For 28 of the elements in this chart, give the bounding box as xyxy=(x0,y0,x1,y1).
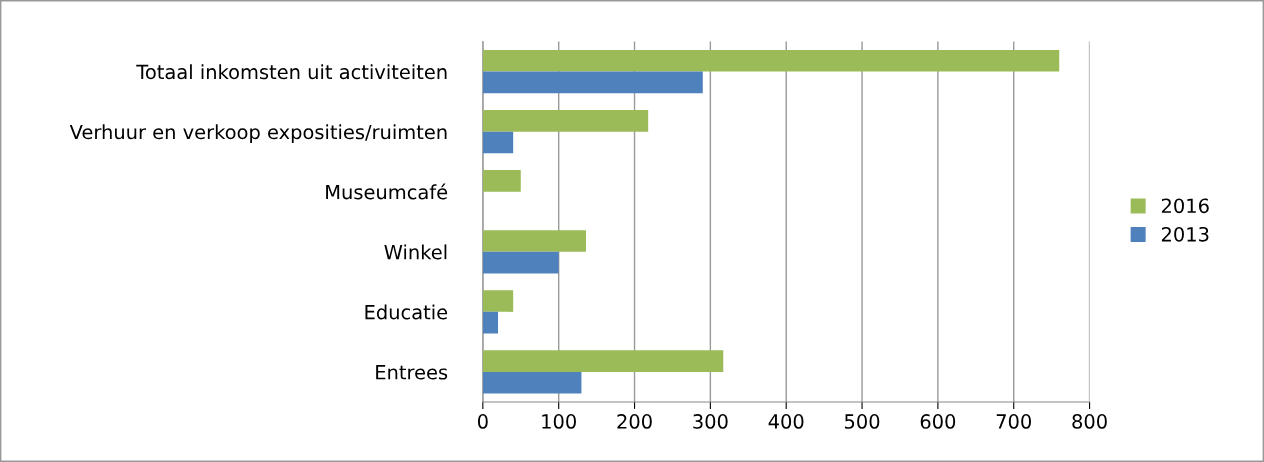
x-tick-label: 400 xyxy=(768,414,804,429)
legend-label: 2013 xyxy=(1161,226,1209,242)
y-tick-label: Verhuur en verkoop exposities/ruimten xyxy=(69,124,447,144)
x-tick-label: 200 xyxy=(617,414,652,429)
y-tick-label: Winkel xyxy=(384,244,447,260)
bar xyxy=(482,131,514,154)
bar xyxy=(482,49,1060,72)
bar xyxy=(482,311,499,334)
bar xyxy=(482,230,586,252)
x-tick-label: 700 xyxy=(996,414,1031,429)
x-tick-label: 600 xyxy=(920,414,956,429)
y-tick-label: Totaal inkomsten uit activiteiten xyxy=(136,64,447,80)
x-tick-label: 100 xyxy=(542,414,576,429)
y-tick-label: Educatie xyxy=(365,304,448,320)
x-tick-label: 0 xyxy=(477,414,488,429)
bar xyxy=(482,350,724,372)
bar xyxy=(482,371,582,394)
legend-label: 2016 xyxy=(1161,198,1209,214)
x-tick-label: 800 xyxy=(1072,414,1107,429)
x-tick-label: 500 xyxy=(844,414,880,429)
x-tick-label: 300 xyxy=(693,414,728,429)
bar xyxy=(482,71,703,94)
y-tick-label: Entrees xyxy=(376,365,448,380)
bar xyxy=(482,251,559,274)
bar xyxy=(482,110,649,132)
y-tick-label: Museumcafé xyxy=(326,183,448,200)
bar xyxy=(482,170,521,192)
bar xyxy=(482,290,514,312)
